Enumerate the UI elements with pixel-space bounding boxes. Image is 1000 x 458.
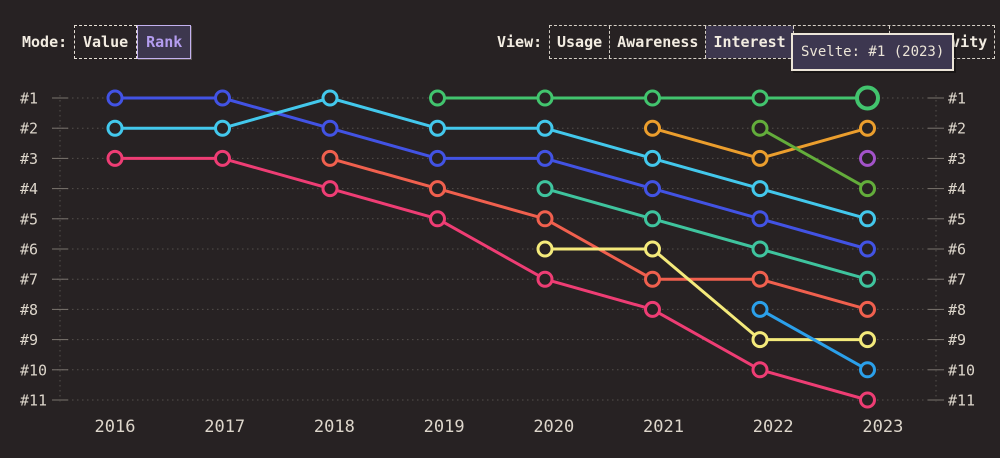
rank-label-right: #1 — [948, 90, 966, 108]
data-point-svelte-2020[interactable] — [536, 89, 554, 107]
data-point-salmon-2018[interactable] — [321, 149, 339, 167]
rank-label-left: #11 — [20, 392, 47, 410]
rank-label-right: #5 — [948, 210, 966, 228]
mode-button-group: Value Rank — [74, 25, 192, 59]
series-line-cyan — [113, 96, 869, 221]
data-point-pink-2018[interactable] — [321, 180, 339, 198]
rank-label-right: #9 — [948, 331, 966, 349]
series-line-grass — [758, 126, 869, 191]
hover-tooltip: Svelte: #1 (2023) — [791, 33, 955, 71]
data-point-amber-2022[interactable] — [751, 149, 769, 167]
data-point-svelte-2022[interactable] — [751, 89, 769, 107]
data-point-grass-2022[interactable] — [751, 119, 769, 137]
rank-label-left: #6 — [20, 241, 38, 259]
year-label: 2020 — [533, 417, 574, 437]
data-point-teal-2020[interactable] — [536, 180, 554, 198]
data-point-svelte-2019[interactable] — [429, 89, 446, 107]
data-point-svelte-2021[interactable] — [644, 89, 661, 107]
year-label: 2016 — [95, 417, 136, 437]
data-point-teal-2021[interactable] — [644, 210, 661, 228]
data-point-blue-2016[interactable] — [106, 89, 124, 107]
rank-label-left: #5 — [20, 210, 38, 228]
rank-label-left: #9 — [20, 331, 38, 349]
mode-label: Mode: — [22, 33, 68, 51]
series-line-teal — [543, 187, 869, 281]
data-point-cyan-2020[interactable] — [536, 119, 554, 137]
year-label: 2023 — [862, 417, 903, 437]
data-point-svelte-2023[interactable] — [855, 85, 880, 111]
series-line-pink — [113, 156, 869, 402]
data-point-sky-2022[interactable] — [751, 300, 769, 318]
rank-label-right: #4 — [948, 180, 966, 198]
rank-label-right: #7 — [948, 271, 966, 289]
data-point-pink-2021[interactable] — [644, 300, 661, 318]
data-point-sky-2023[interactable] — [859, 361, 876, 379]
data-point-blue-2020[interactable] — [536, 149, 554, 167]
data-point-salmon-2020[interactable] — [536, 210, 554, 228]
year-label: 2018 — [314, 417, 355, 437]
data-point-grass-2023[interactable] — [859, 180, 876, 198]
data-point-pink-2019[interactable] — [429, 210, 446, 228]
data-point-salmon-2022[interactable] — [751, 270, 769, 288]
data-point-purple-2023[interactable] — [859, 149, 876, 167]
rank-label-right: #2 — [948, 120, 966, 138]
data-point-cyan-2023[interactable] — [859, 210, 876, 228]
rank-label-right: #11 — [948, 392, 975, 410]
view-option-interest[interactable]: Interest — [706, 26, 794, 58]
data-point-salmon-2019[interactable] — [429, 180, 446, 198]
data-point-amber-2021[interactable] — [644, 119, 661, 137]
rank-label-right: #10 — [948, 361, 975, 379]
data-point-cyan-2017[interactable] — [214, 119, 231, 137]
data-point-blue-2017[interactable] — [214, 89, 231, 107]
mode-option-rank[interactable]: Rank — [137, 25, 192, 59]
rank-label-right: #8 — [948, 301, 966, 319]
rank-label-left: #8 — [20, 301, 38, 319]
data-point-salmon-2023[interactable] — [859, 300, 876, 318]
series-line-salmon — [328, 156, 869, 311]
rank-label-left: #3 — [20, 150, 38, 168]
data-point-pink-2022[interactable] — [751, 361, 769, 379]
data-point-yellow-2023[interactable] — [859, 331, 876, 349]
view-option-awareness[interactable]: Awareness — [610, 26, 707, 58]
year-label: 2017 — [204, 417, 245, 437]
data-point-cyan-2018[interactable] — [321, 89, 339, 107]
data-point-teal-2023[interactable] — [859, 270, 876, 288]
data-point-cyan-2022[interactable] — [751, 180, 769, 198]
data-point-cyan-2021[interactable] — [644, 149, 661, 167]
data-point-yellow-2022[interactable] — [751, 331, 769, 349]
data-point-yellow-2021[interactable] — [644, 240, 661, 258]
data-point-yellow-2020[interactable] — [536, 240, 554, 258]
data-point-cyan-2016[interactable] — [106, 119, 124, 137]
data-point-blue-2021[interactable] — [644, 180, 661, 198]
year-label: 2021 — [643, 417, 684, 437]
rank-label-left: #7 — [20, 271, 38, 289]
data-point-salmon-2021[interactable] — [644, 270, 661, 288]
rank-label-left: #10 — [20, 361, 47, 379]
data-point-blue-2018[interactable] — [321, 119, 339, 137]
rank-label-right: #3 — [948, 150, 966, 168]
view-label: View: — [497, 33, 543, 51]
data-point-pink-2023[interactable] — [859, 391, 876, 409]
data-point-pink-2016[interactable] — [106, 149, 124, 167]
mode-option-value[interactable]: Value — [74, 25, 138, 59]
data-point-cyan-2019[interactable] — [429, 119, 446, 137]
year-label: 2022 — [753, 417, 794, 437]
view-option-usage[interactable]: Usage — [550, 26, 611, 58]
data-point-teal-2022[interactable] — [751, 240, 769, 258]
rank-label-right: #6 — [948, 241, 966, 259]
series-line-sky — [758, 307, 869, 372]
data-point-amber-2023[interactable] — [859, 119, 876, 137]
rank-label-left: #2 — [20, 120, 38, 138]
data-point-pink-2017[interactable] — [214, 149, 231, 167]
year-label: 2019 — [424, 417, 465, 437]
data-point-pink-2020[interactable] — [536, 270, 554, 288]
rank-label-left: #4 — [20, 180, 38, 198]
data-point-blue-2023[interactable] — [859, 240, 876, 258]
rank-label-left: #1 — [20, 90, 38, 108]
data-point-blue-2019[interactable] — [429, 149, 446, 167]
data-point-blue-2022[interactable] — [751, 210, 769, 228]
series-line-blue — [113, 96, 869, 251]
